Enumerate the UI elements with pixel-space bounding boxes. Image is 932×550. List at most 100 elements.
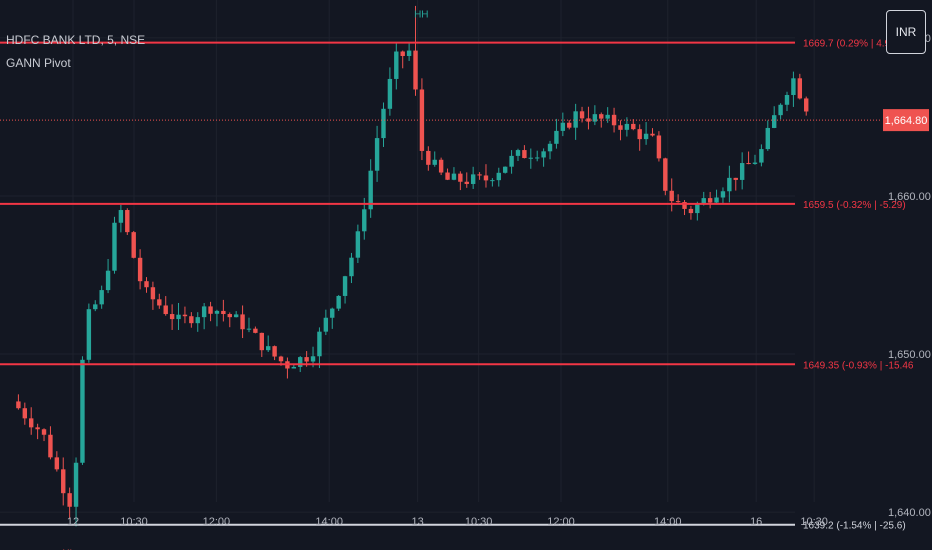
- candle-body: [400, 51, 405, 57]
- candle-body: [227, 314, 232, 318]
- candle-body: [675, 201, 681, 203]
- candle-body: [73, 462, 79, 507]
- candle-body: [490, 180, 495, 182]
- candle-body: [29, 418, 34, 428]
- time-axis[interactable]: 12 10:30 12:00 14:00 13 10:30 12:00 14:00 16 10:3…: [67, 516, 828, 528]
- candle-body: [298, 357, 303, 367]
- candle-body: [663, 158, 668, 191]
- candle-body: [86, 309, 92, 360]
- candle-body: [528, 157, 534, 159]
- candle-body: [61, 469, 66, 494]
- candle-body: [35, 427, 40, 430]
- candle-body: [765, 127, 770, 150]
- candle-body: [48, 434, 53, 458]
- candle-body: [797, 78, 803, 99]
- candle-body: [246, 328, 252, 330]
- x-tick-label-2: 12:00: [203, 516, 231, 528]
- candle-body: [611, 114, 617, 126]
- candle-body: [330, 308, 335, 318]
- level-label-3: 1639.2 (-1.54% | -25.6): [803, 521, 906, 532]
- candle-body: [16, 401, 21, 409]
- candle-body: [182, 314, 188, 317]
- candle-body: [240, 314, 245, 330]
- candle-body: [189, 316, 194, 324]
- level-label-1: 1659.5 (-0.32% | -5.29): [803, 200, 906, 211]
- level-label-0: 1669.7 (0.29% | 4.91): [803, 39, 899, 50]
- candle-body: [458, 173, 463, 182]
- x-tick-label-4: 13: [412, 516, 424, 528]
- candle-body: [688, 208, 694, 214]
- candle-body: [643, 133, 649, 140]
- candle-body: [599, 114, 604, 119]
- x-tick-label-8: 16: [750, 516, 762, 528]
- candle-body: [445, 172, 450, 180]
- candle-body: [438, 159, 444, 173]
- candle-body: [54, 457, 60, 470]
- candle-body: [387, 78, 393, 109]
- candle-body: [272, 346, 277, 357]
- candle-body: [656, 135, 662, 159]
- x-tick-label-1: 10:30: [120, 516, 148, 528]
- candle-body: [631, 123, 636, 130]
- candle-body: [419, 89, 425, 151]
- candle-body: [771, 115, 777, 128]
- candle-body: [253, 328, 258, 333]
- candle-body: [759, 149, 764, 163]
- level-label-2: 1649.35 (-0.93% | -15.46: [803, 360, 914, 371]
- candle-body: [714, 197, 719, 203]
- candle-body: [535, 157, 540, 159]
- candle-body: [93, 304, 98, 310]
- candle-body: [426, 150, 431, 165]
- x-tick-label-6: 12:00: [547, 516, 575, 528]
- candle-body: [41, 429, 47, 435]
- candle-body: [483, 175, 489, 181]
- candle-body: [374, 138, 380, 171]
- candle-body: [541, 151, 546, 158]
- candle-body: [496, 172, 501, 181]
- candle-body: [355, 231, 361, 258]
- candle-body: [125, 210, 130, 233]
- candle-body: [163, 305, 168, 315]
- candle-body: [413, 50, 418, 90]
- candle-body: [99, 290, 104, 305]
- candle-body: [695, 204, 700, 214]
- currency-button[interactable]: INR: [886, 10, 926, 54]
- x-tick-label-0: 12: [67, 516, 79, 528]
- chart-grid: [0, 0, 815, 513]
- current-price-marker: 1,664.80: [0, 109, 929, 132]
- candle-body: [349, 257, 354, 277]
- candle-body: [80, 359, 85, 463]
- candle-body: [304, 357, 309, 362]
- candle-body: [278, 356, 284, 362]
- x-tick-label-9: 10:30: [800, 516, 828, 528]
- candle-body: [266, 346, 271, 351]
- candle-body: [342, 276, 348, 296]
- candle-body: [682, 202, 687, 209]
- candle-body: [778, 104, 783, 116]
- candle-body: [547, 143, 553, 152]
- annotation-hh: HH: [414, 9, 428, 20]
- y-tick-label-1: 1,650.00: [888, 349, 931, 361]
- candle-body: [470, 174, 476, 184]
- candle-body: [567, 122, 572, 128]
- candle-body: [579, 111, 585, 119]
- candle-body: [618, 125, 623, 130]
- candle-body: [233, 314, 239, 318]
- symbol-title[interactable]: HDFC BANK LTD, 5, NSE: [6, 33, 146, 47]
- price-axis[interactable]: 1,640.001,650.001,660.001,670.00: [888, 33, 931, 519]
- candle-body: [67, 493, 72, 507]
- current-price-label: 1,664.80: [885, 115, 928, 127]
- candle-body: [752, 162, 758, 164]
- annotation-hl: HL: [62, 548, 75, 550]
- candle-body: [727, 177, 732, 192]
- candle-body: [804, 98, 809, 112]
- candle-body: [432, 159, 437, 165]
- candle-body: [707, 198, 713, 203]
- candle-body: [701, 198, 706, 205]
- candle-body: [515, 150, 521, 156]
- candle-body: [291, 366, 297, 369]
- candle-body: [509, 155, 514, 167]
- candle-body: [522, 150, 527, 159]
- indicator-name[interactable]: GANN Pivot: [6, 56, 71, 70]
